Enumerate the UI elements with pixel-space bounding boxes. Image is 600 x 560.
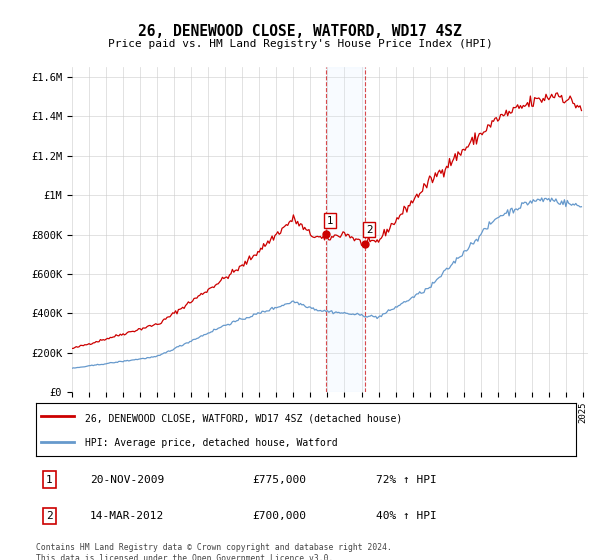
Text: Contains HM Land Registry data © Crown copyright and database right 2024.
This d: Contains HM Land Registry data © Crown c… (36, 543, 392, 560)
Text: 72% ↑ HPI: 72% ↑ HPI (376, 474, 437, 484)
Text: £775,000: £775,000 (252, 474, 306, 484)
Text: Price paid vs. HM Land Registry's House Price Index (HPI): Price paid vs. HM Land Registry's House … (107, 39, 493, 49)
Text: 2: 2 (366, 225, 373, 235)
Text: HPI: Average price, detached house, Watford: HPI: Average price, detached house, Watf… (85, 438, 337, 448)
Text: 26, DENEWOOD CLOSE, WATFORD, WD17 4SZ: 26, DENEWOOD CLOSE, WATFORD, WD17 4SZ (138, 24, 462, 39)
Text: 1: 1 (46, 474, 53, 484)
Text: £700,000: £700,000 (252, 511, 306, 521)
Text: 26, DENEWOOD CLOSE, WATFORD, WD17 4SZ (detached house): 26, DENEWOOD CLOSE, WATFORD, WD17 4SZ (d… (85, 413, 402, 423)
Text: 20-NOV-2009: 20-NOV-2009 (90, 474, 164, 484)
Text: 2: 2 (46, 511, 53, 521)
Text: 40% ↑ HPI: 40% ↑ HPI (376, 511, 437, 521)
Text: 1: 1 (326, 216, 334, 226)
Bar (326, 67, 365, 392)
Text: 14-MAR-2012: 14-MAR-2012 (90, 511, 164, 521)
